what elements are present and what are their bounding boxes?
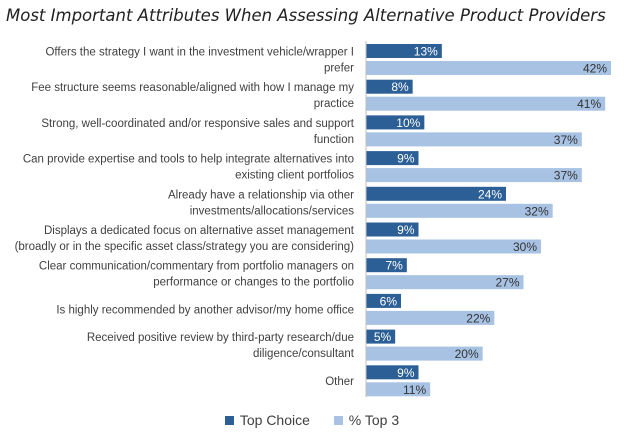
category-label: Fee structure seems reasonable/aligned w… — [31, 82, 354, 94]
bar-top-choice — [366, 151, 419, 166]
data-label: 9% — [397, 366, 415, 380]
data-label: 41% — [577, 97, 601, 111]
legend: Top Choice % Top 3 — [0, 412, 624, 428]
category-label: Strong, well-coordinated and/or responsi… — [41, 118, 354, 130]
category-label: performance or changes to the portfolio — [153, 277, 354, 289]
category-label: Can provide expertise and tools to help … — [23, 154, 354, 166]
category-label: diligence/consultant — [253, 348, 355, 360]
bar-top3 — [366, 132, 582, 147]
bar-top3 — [366, 168, 582, 183]
category-label: prefer — [324, 63, 354, 75]
data-label: 24% — [478, 187, 502, 201]
chart-title: Most Important Attributes When Assessing… — [6, 6, 606, 25]
bar-top3 — [366, 96, 606, 111]
data-label: 8% — [391, 80, 409, 94]
data-label: 42% — [583, 62, 607, 76]
category-label: function — [314, 134, 354, 146]
data-label: 37% — [554, 133, 578, 147]
bar-top3 — [366, 346, 483, 361]
bar-top-choice — [366, 258, 407, 273]
bar-top-choice — [366, 44, 442, 58]
category-label: Offers the strategy I want in the invest… — [45, 47, 354, 59]
legend-item-top3: % Top 3 — [333, 412, 400, 428]
category-label: practice — [314, 98, 354, 110]
data-label: 30% — [513, 240, 537, 254]
bar-top3 — [366, 239, 541, 254]
category-label: (broadly or in the specific asset class/… — [15, 241, 355, 253]
data-label: 6% — [380, 294, 398, 308]
category-label: Displays a dedicated focus on alternativ… — [44, 225, 355, 237]
legend-swatch-top-choice — [224, 415, 234, 425]
category-label: Clear communication/commentary from port… — [39, 261, 354, 273]
category-label: Received positive review by third-party … — [87, 332, 354, 344]
bar-top-choice — [366, 365, 419, 380]
bar-top3 — [366, 203, 553, 218]
data-label: 10% — [396, 116, 420, 130]
bar-top3 — [366, 61, 611, 75]
data-label: 9% — [397, 223, 415, 237]
category-label: Is highly recommended by another advisor… — [56, 304, 354, 316]
data-label: 9% — [397, 152, 415, 166]
bar-top3 — [366, 310, 495, 325]
bar-top-choice — [366, 222, 419, 237]
bar-top3 — [366, 382, 431, 397]
data-label: 13% — [414, 45, 438, 59]
data-label: 22% — [466, 311, 490, 325]
bar-top-choice — [366, 186, 506, 201]
bar-top-choice — [366, 115, 425, 130]
legend-label-top3: % Top 3 — [348, 412, 400, 428]
data-label: 5% — [374, 330, 392, 344]
legend-item-top-choice: Top Choice — [224, 412, 310, 428]
bar-top-choice — [366, 79, 413, 94]
bar-top-choice — [366, 293, 401, 308]
bar-top-choice — [366, 329, 396, 344]
bar-top3 — [366, 275, 524, 290]
category-label: existing client portfolios — [235, 170, 354, 182]
data-label: 20% — [455, 347, 479, 361]
data-label: 7% — [385, 259, 403, 273]
data-label: 32% — [525, 204, 549, 218]
category-label: Other — [325, 376, 354, 388]
data-label: 37% — [554, 169, 578, 183]
legend-swatch-top3 — [333, 415, 343, 425]
bar-chart: Offers the strategy I want in the invest… — [15, 41, 611, 397]
category-label: investments/allocations/services — [190, 205, 355, 217]
legend-label-top-choice: Top Choice — [239, 412, 310, 428]
data-label: 27% — [495, 276, 519, 290]
category-label: Already have a relationship via other — [168, 189, 354, 201]
data-label: 11% — [403, 383, 426, 397]
